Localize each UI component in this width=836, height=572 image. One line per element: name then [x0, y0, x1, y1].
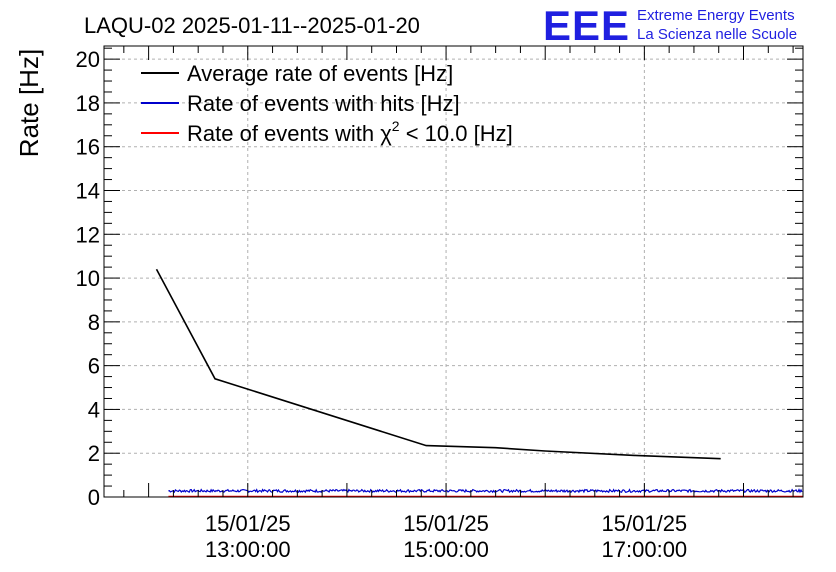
series-layer: [155, 268, 803, 498]
y-tick-label: 2: [88, 441, 100, 466]
y-tick-label: 8: [88, 310, 100, 335]
y-tick-label: 12: [76, 222, 100, 247]
y-tick-label: 0: [88, 485, 100, 510]
x-tick-date-label: 15/01/25: [602, 511, 688, 536]
x-tick-time-label: 15:00:00: [403, 537, 489, 562]
y-tick-label: 4: [88, 397, 100, 422]
y-tick-label: 14: [76, 178, 100, 203]
y-tick-label: 16: [76, 135, 100, 160]
y-tick-label: 18: [76, 91, 100, 116]
x-tick-date-label: 15/01/25: [403, 511, 489, 536]
legend-label-2: Rate of events with hits [Hz]: [187, 91, 460, 116]
logo-mark: EEE: [543, 2, 630, 49]
plot-frame: [103, 45, 804, 498]
eee-logo: EEE Extreme Energy Events La Scienza nel…: [543, 2, 797, 49]
y-tick-label: 6: [88, 354, 100, 379]
y-tick-label: 10: [76, 266, 100, 291]
chart-title: LAQU-02 2025-01-11--2025-01-20: [84, 13, 420, 38]
series-line-2: [168, 488, 803, 494]
legend: Average rate of events [Hz] Rate of event…: [141, 61, 513, 146]
legend-label-1: Average rate of events [Hz]: [187, 61, 453, 86]
y-axis-label: Rate [Hz]: [14, 49, 44, 157]
x-tick-time-label: 13:00:00: [205, 537, 291, 562]
axes: 0246810121416182015/01/2513:00:0015/01/2…: [76, 45, 804, 562]
grid: [104, 46, 803, 497]
x-tick-time-label: 17:00:00: [602, 537, 688, 562]
x-tick-date-label: 15/01/25: [205, 511, 291, 536]
legend-label-3: Rate of events with χ2 < 10.0 [Hz]: [187, 118, 513, 146]
y-tick-label: 20: [76, 47, 100, 72]
logo-line-2: La Scienza nelle Scuole: [637, 26, 797, 43]
logo-line-1: Extreme Energy Events: [637, 7, 795, 24]
series-line-1: [155, 268, 721, 460]
